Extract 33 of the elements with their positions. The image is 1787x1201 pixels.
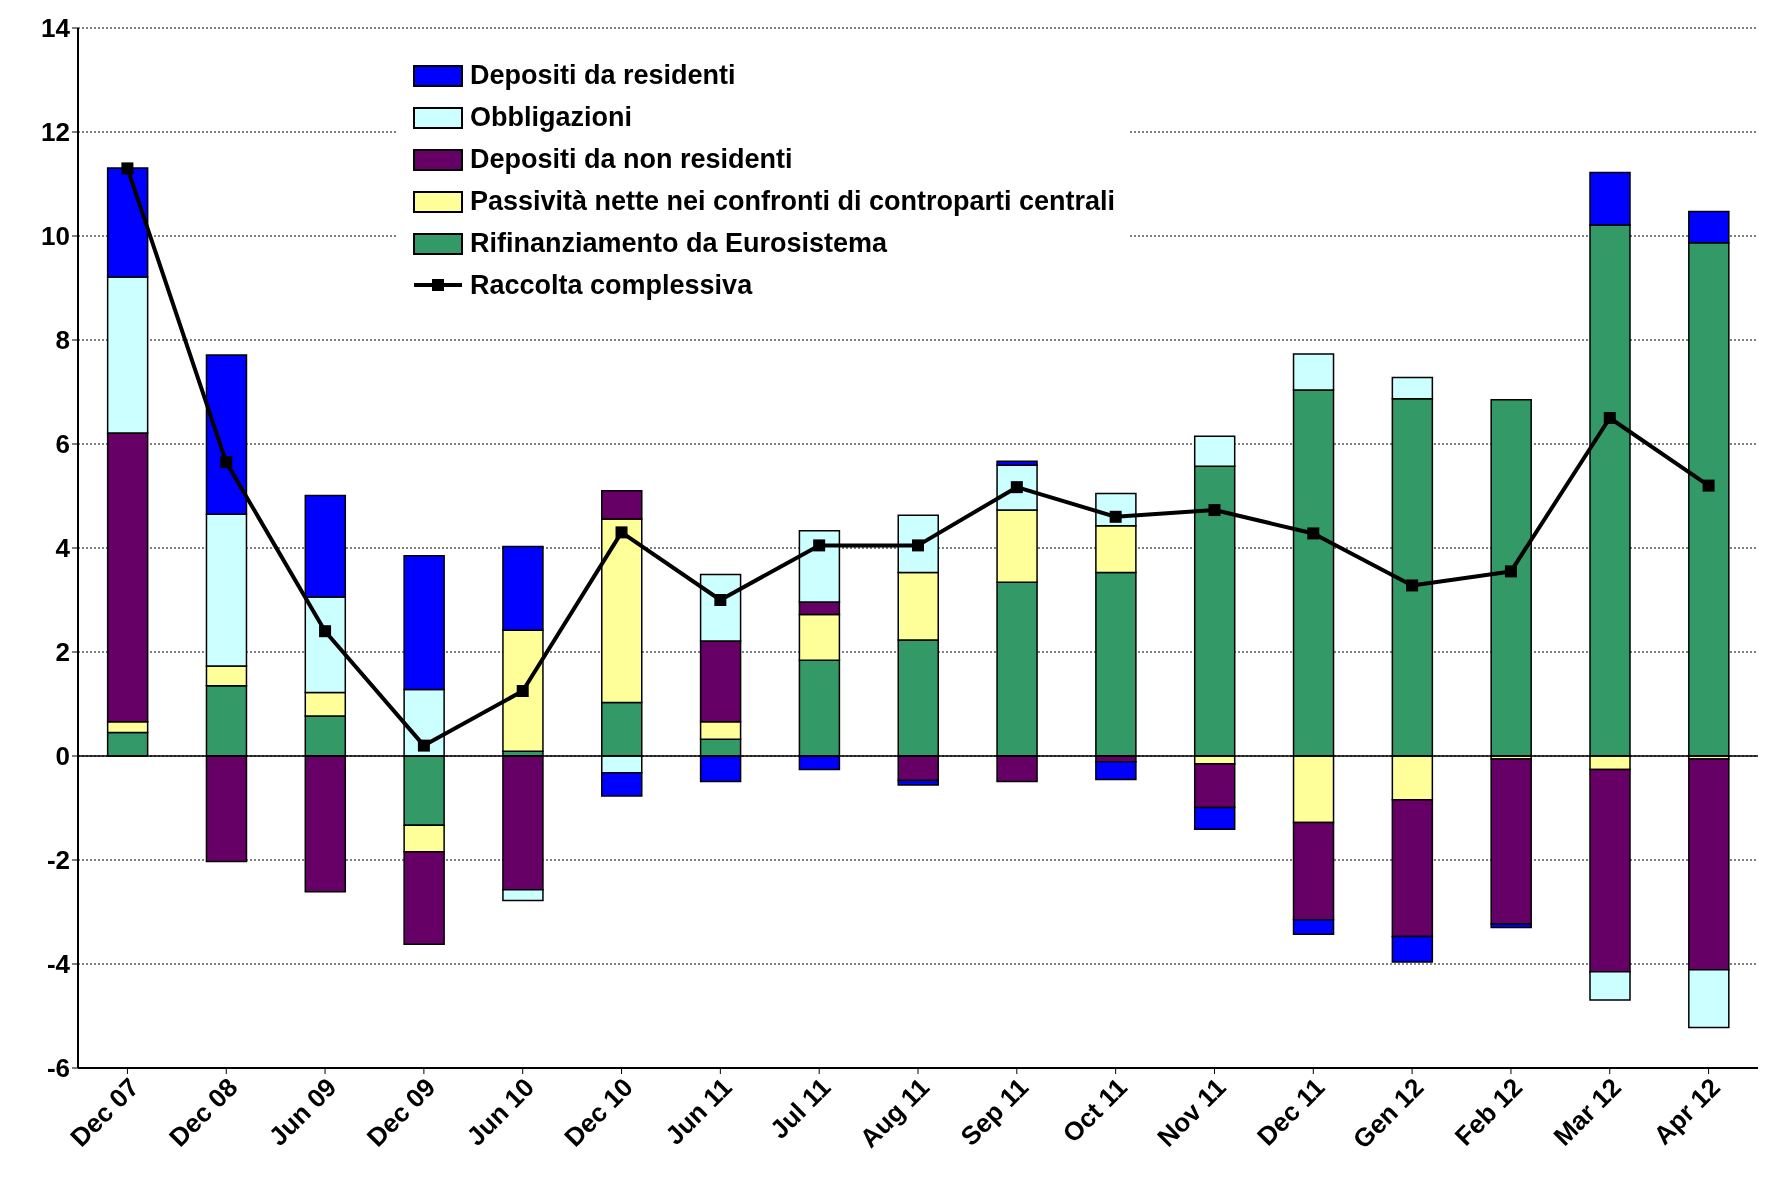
x-tick-label: Nov 11: [1151, 1072, 1232, 1153]
x-tick-label: Jun 11: [659, 1072, 738, 1151]
legend-label: Passività nette nei confronti di controparti centrali: [470, 185, 1116, 217]
y-tick-label: 6: [55, 429, 70, 460]
y-tick-label: 14: [41, 13, 71, 44]
y-tick-label: -6: [46, 1053, 70, 1084]
x-tick-label: Dec 09: [360, 1072, 442, 1153]
legend-label: Obbligazioni: [470, 101, 632, 133]
legend-label: Rifinanziamento da Eurosistema: [470, 227, 888, 259]
y-tick-label: -2: [46, 845, 70, 876]
y-tick-label: 2: [55, 637, 70, 668]
x-tick-label: Aug 11: [853, 1072, 936, 1154]
y-tick-label: 10: [41, 221, 70, 252]
x-tick-label: Mar 12: [1547, 1072, 1628, 1152]
x-tick-label: Gen 12: [1346, 1072, 1430, 1155]
x-tick-label: Dec 10: [558, 1072, 639, 1153]
legend-label: Raccolta complessiva: [470, 269, 753, 301]
y-tick-label: -4: [46, 949, 71, 980]
y-tick-label: 0: [55, 741, 70, 772]
x-tick-label: Feb 12: [1448, 1072, 1529, 1152]
x-tick-label: Dec 11: [1251, 1072, 1331, 1152]
legend-label: Depositi da residenti: [470, 59, 736, 91]
x-tick-label: Oct 11: [1056, 1072, 1133, 1149]
x-tick-label: Jun 09: [262, 1072, 343, 1152]
y-tick-label: 8: [55, 325, 70, 356]
x-tick-label: Jun 10: [460, 1072, 540, 1152]
y-tick-label: 12: [41, 117, 70, 148]
x-tick-label: Dec 08: [163, 1072, 244, 1153]
x-tick-label: Apr 12: [1647, 1072, 1726, 1151]
legend-label: Depositi da non residenti: [470, 143, 793, 175]
x-tick-label: Jul 11: [764, 1072, 837, 1145]
y-tick-label: 4: [55, 533, 71, 564]
x-tick-label: Sep 11: [954, 1072, 1035, 1152]
